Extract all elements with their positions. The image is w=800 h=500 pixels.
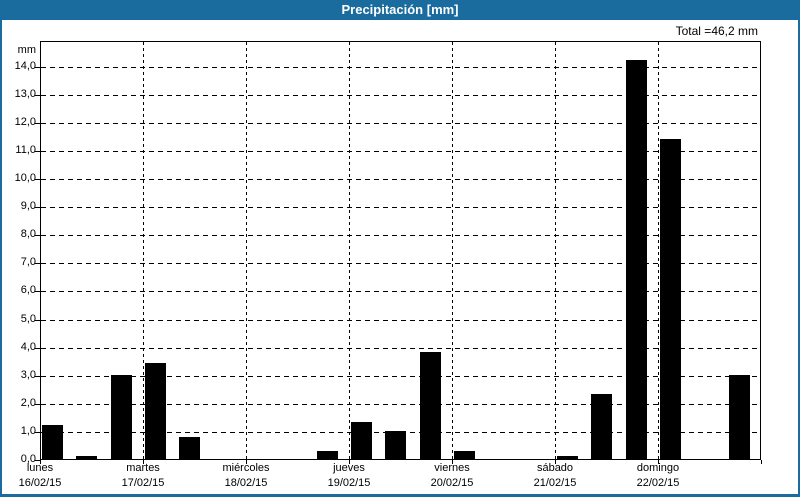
y-axis-tick-label: 12,0 [14, 116, 36, 128]
precipitation-bar [729, 375, 750, 459]
v-gridline [349, 42, 350, 459]
x-axis-tick [555, 460, 556, 464]
h-gridline [41, 207, 760, 208]
y-axis-tick [35, 235, 40, 236]
x-axis-tick [40, 460, 41, 464]
window-title-bar: Precipitación [mm] [0, 0, 800, 20]
v-gridline [555, 42, 556, 459]
x-axis-tick [349, 460, 350, 464]
y-axis-tick-label: 2,0 [20, 397, 36, 409]
y-axis-tick-label: 5,0 [20, 313, 36, 325]
x-axis-day-label: sábado [536, 462, 574, 474]
v-gridline [452, 42, 453, 459]
precipitation-bar [351, 422, 372, 459]
v-gridline [658, 42, 659, 459]
y-axis-tick [35, 320, 40, 321]
precipitation-bar [111, 375, 132, 459]
h-gridline [41, 123, 760, 124]
y-axis-tick [35, 291, 40, 292]
h-gridline [41, 376, 760, 377]
y-axis-tick [35, 348, 40, 349]
precipitation-bar [317, 451, 338, 459]
v-gridline [143, 42, 144, 459]
window-border-left [0, 20, 2, 497]
precipitation-bar [626, 60, 647, 459]
y-axis-tick [35, 263, 40, 264]
h-gridline [41, 235, 760, 236]
precipitation-bar [660, 139, 681, 459]
y-axis-tick [35, 179, 40, 180]
window-border-bottom [0, 494, 800, 497]
x-axis-day-label: domingo [636, 462, 680, 474]
h-gridline [41, 95, 760, 96]
y-axis-tick-label: 0,0 [20, 453, 36, 465]
h-gridline [41, 348, 760, 349]
y-axis-tick-label: 10,0 [14, 172, 36, 184]
y-axis-tick-label: 6,0 [20, 284, 36, 296]
y-axis-tick [35, 432, 40, 433]
y-axis-tick-label: 3,0 [20, 369, 36, 381]
y-axis-tick-label: 9,0 [20, 200, 36, 212]
x-axis-date-label: 21/02/15 [533, 477, 577, 489]
precipitation-bar [420, 352, 441, 459]
chart-title: Precipitación [mm] [341, 2, 459, 17]
precipitation-bar [145, 363, 166, 459]
x-axis-tick [761, 460, 762, 464]
y-axis-tick [35, 376, 40, 377]
y-axis-tick [35, 460, 40, 461]
y-axis-tick-label: 8,0 [20, 228, 36, 240]
x-axis-date-label: 18/02/15 [224, 477, 268, 489]
y-axis-tick [35, 151, 40, 152]
y-axis-tick [35, 207, 40, 208]
x-axis-tick [143, 460, 144, 464]
y-axis-tick-label: 1,0 [20, 425, 36, 437]
h-gridline [41, 67, 760, 68]
window-border-right [798, 20, 800, 497]
h-gridline [41, 151, 760, 152]
h-gridline [41, 263, 760, 264]
h-gridline [41, 179, 760, 180]
precipitation-bar [385, 431, 406, 459]
y-axis-tick-label: 14,0 [14, 60, 36, 72]
x-axis-tick [246, 460, 247, 464]
precipitation-bar [42, 425, 63, 459]
y-axis-tick [35, 95, 40, 96]
y-axis-tick-label: 4,0 [20, 341, 36, 353]
y-axis-tick-label: 13,0 [14, 88, 36, 100]
y-axis-tick [35, 404, 40, 405]
x-axis-day-label: viernes [434, 462, 470, 474]
precipitation-bar [76, 456, 97, 459]
total-precipitation-label: Total =46,2 mm [675, 24, 758, 38]
x-axis-date-label: 17/02/15 [121, 477, 165, 489]
x-axis-day-label: jueves [333, 462, 365, 474]
precipitation-bar [179, 437, 200, 459]
x-axis-date-label: 16/02/15 [18, 477, 62, 489]
h-gridline [41, 404, 760, 405]
y-axis-tick [35, 123, 40, 124]
precipitation-bar [557, 456, 578, 459]
precipitation-bar [454, 451, 475, 459]
x-axis-day-label: miércoles [222, 462, 270, 474]
x-axis-day-label: lunes [26, 462, 54, 474]
x-axis-date-label: 20/02/15 [430, 477, 474, 489]
y-axis-tick [35, 67, 40, 68]
h-gridline [41, 291, 760, 292]
v-gridline [246, 42, 247, 459]
x-axis-tick [452, 460, 453, 464]
h-gridline [41, 320, 760, 321]
precipitation-bar [591, 394, 612, 459]
x-axis-date-label: 19/02/15 [327, 477, 371, 489]
y-axis-tick-label: 7,0 [20, 256, 36, 268]
y-axis-tick-label: 11,0 [15, 144, 36, 156]
x-axis-day-label: martes [126, 462, 160, 474]
y-axis-unit-label: mm [17, 44, 36, 56]
x-axis-tick [658, 460, 659, 464]
x-axis-date-label: 22/02/15 [636, 477, 680, 489]
